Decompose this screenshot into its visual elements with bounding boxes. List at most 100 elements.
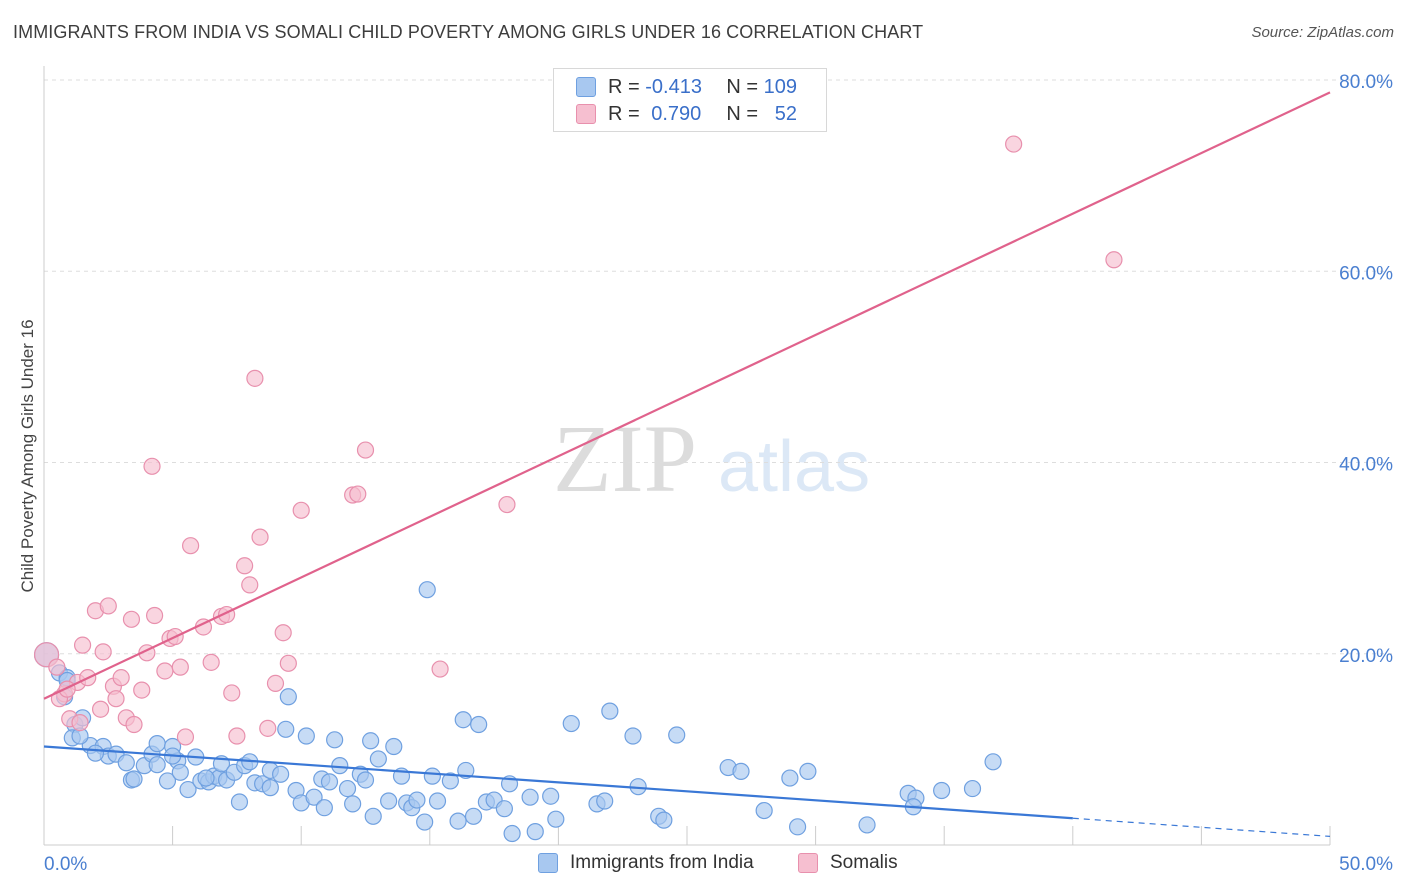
data-point (364, 807, 382, 825)
y-tick-label: 60.0% (1339, 263, 1393, 284)
data-point (423, 767, 441, 785)
data-point (385, 737, 403, 756)
data-point (338, 779, 357, 798)
legend-r-value: -0.413 (645, 75, 702, 98)
x-tick-label-min: 0.0% (44, 854, 87, 875)
data-point (246, 369, 264, 387)
tick-labels: 20.0% 40.0% 60.0% 80.0% 0.0% 50.0% (44, 72, 1393, 875)
legend-row-india: R = -0.413 N = 109 (576, 74, 797, 100)
data-point (171, 763, 189, 781)
data-point (145, 606, 164, 625)
data-point (279, 688, 297, 706)
data-point (292, 501, 310, 519)
data-point (495, 800, 513, 818)
data-point (197, 769, 215, 787)
data-point (498, 495, 516, 514)
data-point (261, 779, 279, 797)
data-point (182, 537, 200, 555)
bottom-legend-label-somalis: Somalis (830, 852, 898, 873)
data-point (562, 714, 580, 733)
data-point (279, 654, 297, 672)
data-point (305, 788, 323, 806)
data-point (48, 658, 66, 676)
bottom-legend-india: Immigrants from India (538, 852, 754, 874)
data-point (143, 457, 161, 475)
data-point (125, 770, 143, 788)
data-point (408, 791, 426, 809)
legend-n-value: 52 (774, 102, 797, 125)
legend-swatch-india (576, 77, 596, 97)
legend-r-label: R = (608, 75, 640, 98)
legend: R = -0.413 N = 109 R = 0.790 N = 52 (553, 68, 827, 132)
data-point (133, 681, 151, 699)
watermark: ZIP atlas (553, 405, 870, 512)
data-point (179, 780, 197, 799)
data-point (732, 762, 750, 780)
data-point (470, 715, 488, 734)
data-point (449, 812, 467, 830)
data-point (380, 792, 398, 810)
y-tick-label: 20.0% (1339, 646, 1393, 667)
data-point (416, 813, 434, 831)
data-point (457, 761, 475, 780)
data-point (418, 581, 436, 599)
data-point (117, 754, 135, 772)
data-point (320, 773, 339, 791)
trend-line-somalis (43, 91, 1331, 700)
data-point (369, 750, 387, 768)
data-point (858, 816, 876, 834)
data-point (112, 669, 130, 687)
bottom-legend-somalis: Somalis (798, 852, 898, 874)
data-point (148, 735, 166, 753)
data-point (241, 576, 259, 594)
data-point (349, 485, 367, 503)
data-point (984, 753, 1002, 771)
trend-line-india-extension (1072, 817, 1331, 837)
data-point (58, 680, 76, 698)
x-tick-label-max: 50.0% (1339, 854, 1393, 875)
data-point (107, 690, 125, 708)
data-point (655, 811, 673, 829)
data-point (125, 715, 143, 734)
legend-r-label: R = (608, 102, 640, 125)
data-point (526, 823, 544, 841)
data-point (230, 793, 249, 811)
trend-lines (43, 91, 1331, 837)
data-point (788, 818, 807, 836)
y-tick-label: 80.0% (1339, 72, 1393, 93)
y-axis-label: Child Poverty Among Girls Under 16 (18, 319, 37, 592)
data-point (171, 658, 189, 676)
data-point (464, 807, 483, 825)
data-point (601, 702, 619, 720)
data-point (202, 653, 220, 671)
data-point (344, 795, 362, 813)
data-point (251, 528, 269, 546)
data-point (158, 772, 177, 790)
data-point (799, 762, 817, 780)
watermark-atlas: atlas (718, 427, 870, 507)
data-point (176, 728, 195, 746)
data-point (454, 711, 472, 729)
data-point (362, 732, 380, 750)
data-point (755, 801, 773, 820)
data-point (1105, 251, 1123, 269)
data-point (331, 757, 349, 775)
data-point (71, 713, 89, 732)
data-point (274, 624, 292, 642)
data-point (259, 719, 277, 737)
y-tick-label: 40.0% (1339, 455, 1393, 476)
data-point (781, 769, 799, 787)
data-point (315, 799, 333, 817)
trend-line-india (43, 745, 1073, 820)
axes (43, 66, 1331, 846)
data-point (73, 636, 92, 654)
data-point (99, 597, 117, 615)
data-point (156, 662, 174, 680)
data-point (122, 610, 141, 628)
bottom-legend-swatch-somalis (798, 853, 818, 873)
data-point (668, 726, 686, 744)
data-point (236, 557, 254, 575)
data-point (297, 727, 315, 745)
legend-r-value: 0.790 (651, 102, 702, 125)
